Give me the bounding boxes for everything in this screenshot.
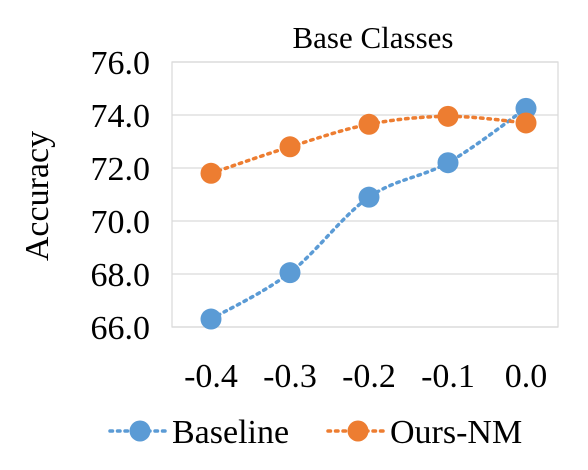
y-axis-ticks: 66.0 68.0 70.0 72.0 74.0 76.0 xyxy=(91,45,151,347)
x-tick-label: -0.3 xyxy=(263,358,317,395)
y-tick-label: 66.0 xyxy=(91,310,151,347)
series-layer xyxy=(200,97,537,330)
y-axis-label: Accuracy xyxy=(19,131,56,261)
data-point xyxy=(200,308,222,330)
legend: Baseline Ours-NM xyxy=(108,414,522,451)
data-point xyxy=(515,97,537,119)
data-point xyxy=(279,136,301,158)
data-point xyxy=(200,162,222,184)
data-point xyxy=(358,186,380,208)
legend-label: Baseline xyxy=(172,414,289,451)
data-point xyxy=(437,105,459,127)
x-axis-ticks: -0.4 -0.3 -0.2 -0.1 0.0 xyxy=(184,358,547,395)
data-point xyxy=(279,262,301,284)
series-ours-nm xyxy=(200,105,537,184)
legend-label: Ours-NM xyxy=(390,414,522,451)
legend-marker xyxy=(129,420,151,442)
y-tick-label: 70.0 xyxy=(91,204,151,241)
y-tick-label: 72.0 xyxy=(91,151,151,188)
x-tick-label: 0.0 xyxy=(505,358,548,395)
data-point xyxy=(515,112,537,134)
x-tick-label: -0.4 xyxy=(184,358,238,395)
data-point xyxy=(358,113,380,135)
legend-marker xyxy=(347,420,369,442)
x-tick-label: -0.2 xyxy=(342,358,396,395)
plot-area xyxy=(171,61,559,328)
y-tick-label: 76.0 xyxy=(91,45,151,82)
data-point xyxy=(437,152,459,174)
y-tick-label: 74.0 xyxy=(91,98,151,135)
series-baseline xyxy=(200,97,537,330)
legend-item: Baseline xyxy=(108,414,289,451)
y-tick-label: 68.0 xyxy=(91,257,151,294)
chart-title: Base Classes xyxy=(292,20,453,55)
x-tick-label: -0.1 xyxy=(421,358,475,395)
series-line xyxy=(209,106,528,321)
legend-item: Ours-NM xyxy=(326,414,522,451)
